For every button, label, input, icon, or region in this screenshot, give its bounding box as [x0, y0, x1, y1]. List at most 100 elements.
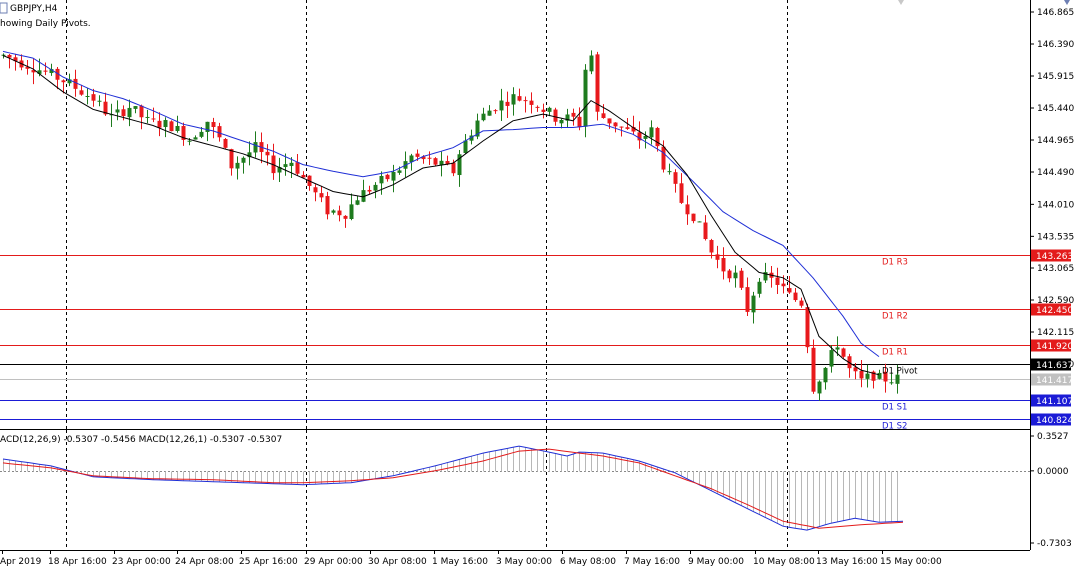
candle [793, 288, 798, 302]
candle [811, 339, 816, 394]
price-tag-text: 143.263 [1036, 252, 1073, 262]
price-tag: 143.263 [1031, 249, 1073, 262]
candle-body [775, 277, 780, 285]
candle [241, 156, 246, 174]
candle [235, 156, 240, 180]
candle [355, 195, 360, 206]
price-tag-bg [1031, 394, 1071, 407]
candle-body [535, 106, 540, 108]
candle-body [319, 193, 324, 198]
candle [481, 107, 486, 122]
candle-body [283, 164, 288, 168]
candle [175, 115, 180, 133]
candle [571, 108, 576, 126]
candle [349, 193, 354, 221]
candle [499, 88, 504, 122]
candle [25, 59, 30, 75]
price-tags: 143.263 142.450 141.920 141.637 141.107 140.8… [1031, 249, 1073, 426]
candle-body [745, 287, 750, 312]
price-tag-text: 141.107 [1036, 397, 1073, 407]
candle-body [517, 96, 522, 101]
candle-body [241, 157, 246, 163]
candle-body [679, 183, 684, 203]
candle [55, 67, 60, 90]
candle-body [577, 116, 582, 128]
candle-body [799, 300, 804, 306]
candle-body [169, 121, 174, 132]
candle [265, 144, 270, 166]
candle-body [13, 57, 18, 62]
macd-panel: ACD(12,26,9) -0.5307 -0.5456 MACD(12,26,… [0, 430, 1030, 550]
candle [529, 92, 534, 114]
candle-body [643, 135, 648, 139]
candle [583, 64, 588, 138]
candle-body [115, 109, 120, 113]
time-axis: Apr 2019 18 Apr 16:00 23 Apr 00:00 24 Apr 0… [0, 550, 942, 567]
candle-body [853, 367, 858, 372]
pivot-label: D1 Pivot [882, 367, 918, 377]
candle-body [487, 110, 492, 116]
candle-body [571, 112, 576, 117]
candle-body [529, 100, 534, 105]
pivot-label: D1 S2 [882, 422, 907, 432]
candle [367, 185, 372, 195]
time-tick-label: 29 Apr 00:00 [304, 557, 363, 567]
candle [181, 122, 186, 146]
candle-body [31, 70, 36, 73]
candle-body [637, 132, 642, 141]
price-tick-label: 142.115 [1037, 328, 1074, 338]
candle-body [265, 151, 270, 156]
candle-body [583, 69, 588, 127]
time-tick-label: 23 Apr 00:00 [112, 557, 171, 567]
candle-body [217, 126, 222, 138]
candle [223, 138, 228, 149]
candle [31, 58, 36, 85]
candle-body [631, 127, 636, 132]
candle-body [655, 127, 660, 147]
macd-tick-label: 0.3527 [1037, 432, 1069, 442]
price-tag-bg [1031, 358, 1071, 371]
candle-body [151, 118, 156, 120]
candle [199, 126, 204, 139]
time-tick-label: Apr 2019 [0, 557, 42, 567]
candle-body [691, 213, 696, 222]
candle-body [877, 372, 882, 379]
candle-body [349, 204, 354, 220]
candle-body [439, 160, 444, 166]
candle-body [163, 120, 168, 128]
candle [133, 105, 138, 114]
candle-body [481, 113, 486, 121]
candle-body [289, 162, 294, 166]
candle [79, 84, 84, 96]
candle [721, 247, 726, 280]
candle-body [703, 222, 708, 240]
candle-body [313, 187, 318, 193]
candle-body [415, 153, 420, 157]
candle [649, 120, 654, 145]
candle [619, 126, 624, 137]
candle [205, 121, 210, 142]
chart-shift-icon[interactable] [898, 0, 904, 5]
candle [829, 345, 834, 373]
candle-body [49, 69, 54, 74]
candle [433, 157, 438, 167]
time-tick-label: 9 May 00:00 [688, 557, 744, 567]
candle-body [811, 347, 816, 392]
candle [685, 195, 690, 225]
candle-body [739, 270, 744, 288]
candle-body [841, 348, 846, 357]
candle-body [91, 94, 96, 101]
price-tag-text: 142.450 [1036, 306, 1073, 316]
candle [835, 336, 840, 356]
candle-body [85, 95, 90, 97]
shift-marker-icon[interactable] [1064, 0, 1070, 5]
candle [715, 245, 720, 269]
candle [247, 141, 252, 166]
candle-body [685, 204, 690, 215]
chart-menu-icon[interactable] [0, 2, 8, 14]
candle [475, 113, 480, 140]
ma-slow-line [2, 50, 880, 358]
candle-body [619, 126, 624, 128]
price-tick-label: 143.065 [1037, 264, 1074, 274]
candle-body [883, 371, 888, 382]
